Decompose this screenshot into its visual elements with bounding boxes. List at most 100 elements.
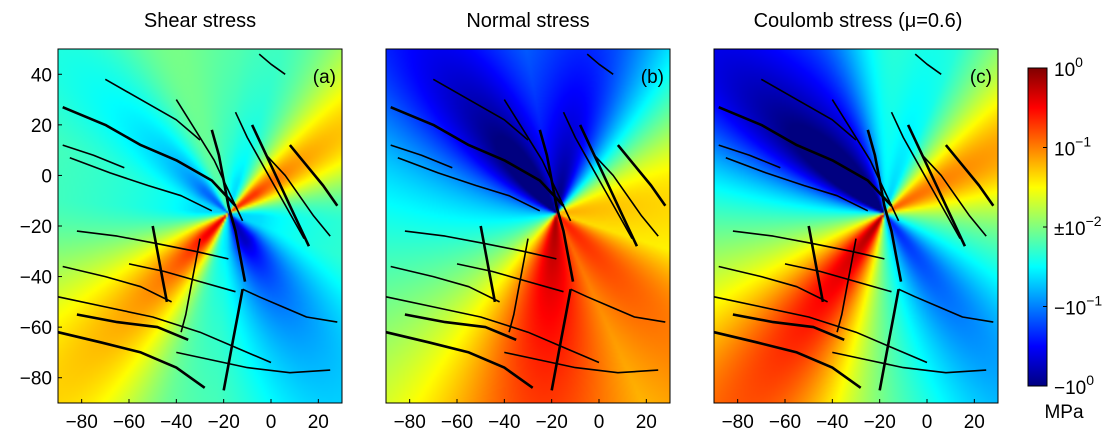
x-tick-label: 0 <box>594 412 605 433</box>
fault-trace <box>432 78 529 141</box>
x-tick-label: 0 <box>922 412 933 433</box>
fault-trace <box>242 288 338 323</box>
fault-trace <box>250 124 311 247</box>
fault-trace <box>898 288 994 323</box>
fault-trace <box>57 296 272 364</box>
colorbar-tick-label: −10−1 <box>1054 293 1102 320</box>
panel-shear-stress: Shear stress (a) 40 20 0 −20 −40 −60 −80 −80 −6… <box>20 10 343 433</box>
fault-trace <box>222 288 244 391</box>
y-tick-label: 0 <box>41 166 52 187</box>
x-tick-labels: −80 −60 −40 −20 0 20 <box>722 399 985 433</box>
fault-trace <box>57 330 206 389</box>
fault-trace <box>713 296 928 364</box>
fault-trace <box>176 351 331 374</box>
fault-trace <box>404 230 557 260</box>
panel-normal-stress: Normal stress (b) −80 −60 −40 −20 0 20 <box>385 10 671 433</box>
y-tick-label: −60 <box>20 318 52 339</box>
fault-trace <box>784 263 892 293</box>
fault-trace <box>921 154 987 237</box>
x-tick-label: 0 <box>266 412 277 433</box>
fault-trace <box>390 144 453 169</box>
axes-frame <box>385 48 671 404</box>
x-tick-label: −20 <box>536 412 568 433</box>
fault-trace <box>593 154 659 237</box>
y-tick-label: 40 <box>31 65 52 86</box>
fault-trace <box>550 288 572 391</box>
colorbar: 100 10−1 ±10−2 −10−1 −100 MPa <box>1027 54 1102 423</box>
fault-trace <box>503 99 572 222</box>
x-tick-label: −80 <box>722 412 754 433</box>
fault-trace <box>404 313 517 342</box>
colorbar-unit: MPa <box>1044 402 1084 423</box>
fault-trace <box>288 144 339 207</box>
fault-trace <box>69 156 213 212</box>
fault-trace <box>504 351 659 374</box>
panel-title: Shear stress <box>144 10 256 32</box>
fault-lines <box>385 53 667 391</box>
x-tick-label: −60 <box>441 412 473 433</box>
fault-trace <box>914 53 942 75</box>
x-tick-label: −40 <box>488 412 520 433</box>
fault-trace <box>807 225 825 303</box>
x-tick-label: −60 <box>769 412 801 433</box>
x-tick-label: 20 <box>308 412 329 433</box>
x-tick-label: −60 <box>113 412 145 433</box>
fault-trace <box>944 144 995 207</box>
fault-trace <box>718 144 781 169</box>
fault-trace <box>397 156 541 212</box>
panel-coulomb-stress: Coulomb stress (μ=0.6) (c) −80 −60 −40 −20 0… <box>713 10 999 433</box>
fault-trace <box>890 111 961 239</box>
fault-trace <box>718 265 828 303</box>
x-tick-label: −40 <box>160 412 192 433</box>
fault-trace <box>832 351 987 374</box>
fault-trace <box>128 263 236 293</box>
colorbar-tick-label: 10−1 <box>1054 134 1091 161</box>
fault-trace <box>732 230 885 260</box>
y-tick-labels: 40 20 0 −20 −40 −60 −80 <box>20 65 62 390</box>
fault-trace <box>538 129 575 282</box>
fault-trace <box>175 99 244 222</box>
panel-label: (a) <box>313 67 336 88</box>
axes-frame <box>713 48 999 404</box>
fault-trace <box>62 144 125 169</box>
fault-trace <box>586 53 614 75</box>
fault-trace <box>760 78 857 141</box>
fault-trace <box>616 144 667 207</box>
fault-trace <box>866 129 903 282</box>
y-tick-label: −40 <box>20 268 52 289</box>
fault-trace <box>836 238 857 333</box>
fault-lines <box>57 53 339 391</box>
fault-trace <box>62 105 237 207</box>
fault-trace <box>390 265 500 303</box>
fault-trace <box>234 111 305 239</box>
fault-trace <box>831 99 900 222</box>
fault-trace <box>508 238 529 333</box>
fault-trace <box>479 225 497 303</box>
fault-trace <box>385 330 534 389</box>
x-tick-labels: −80 −60 −40 −20 0 20 <box>66 399 329 433</box>
fault-trace <box>456 263 564 293</box>
fault-trace <box>76 230 229 260</box>
fault-trace <box>62 265 172 303</box>
fault-trace <box>104 78 201 141</box>
x-tick-label: 20 <box>964 412 985 433</box>
fault-trace <box>578 124 639 247</box>
x-tick-label: −40 <box>816 412 848 433</box>
x-tick-label: 20 <box>636 412 657 433</box>
panel-label: (c) <box>970 67 992 88</box>
fault-trace <box>76 313 189 342</box>
y-tick-label: 20 <box>31 116 52 137</box>
panel-title: Normal stress <box>466 10 589 32</box>
x-tick-label: −80 <box>66 412 98 433</box>
fault-trace <box>906 124 967 247</box>
x-tick-label: −20 <box>864 412 896 433</box>
colorbar-tick-labels: 100 10−1 ±10−2 −10−1 −100 <box>1043 54 1102 399</box>
fault-trace <box>718 105 893 207</box>
fault-trace <box>570 288 666 323</box>
fault-trace <box>258 53 286 75</box>
fault-trace <box>878 288 900 391</box>
fault-trace <box>732 313 845 342</box>
fault-trace <box>265 154 331 237</box>
x-tick-labels: −80 −60 −40 −20 0 20 <box>394 399 657 433</box>
